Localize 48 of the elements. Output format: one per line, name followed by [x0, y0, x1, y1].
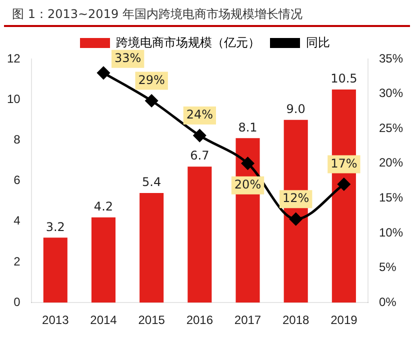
data-label: 20%: [234, 178, 262, 192]
point: [145, 94, 158, 108]
y-tick-label: 10: [6, 92, 21, 106]
point: [242, 157, 254, 170]
x-tick-label: 2014: [90, 313, 118, 328]
data-label: 24%: [186, 108, 213, 122]
data-label: 4.2: [94, 199, 114, 214]
x-tick-label: 2013: [42, 313, 70, 328]
y2-tick-label: 0%: [378, 294, 397, 309]
x-tick-label: 2017: [234, 313, 262, 328]
data-label: 29%: [138, 72, 165, 87]
x-tick-label: 2019: [330, 313, 358, 328]
x-tick-label: 2015: [138, 313, 166, 328]
y2-tick-label: 30%: [378, 86, 404, 100]
data-label: 12%: [282, 191, 310, 206]
y2-tick-label: 35%: [378, 51, 404, 66]
bar: [43, 238, 68, 303]
point: [193, 129, 206, 142]
data-label: 5.4: [142, 175, 162, 190]
data-label: 8.1: [238, 120, 258, 134]
x-tick-label: 2016: [186, 313, 214, 328]
data-label: 33%: [114, 51, 142, 66]
data-label: 6.7: [190, 148, 210, 163]
y2-tick-label: 20%: [378, 156, 404, 170]
x-tick-label: 2018: [282, 313, 310, 328]
bar: [140, 192, 164, 303]
point: [338, 178, 350, 191]
y-tick-label: 8: [14, 132, 21, 147]
y-tick-label: 2: [14, 254, 21, 268]
chart-title: 图 1：2013~2019 年国内跨境电商市场规模增长情况: [4, 0, 410, 27]
data-label: 17%: [330, 156, 358, 170]
y2-tick-label: 25%: [378, 120, 404, 135]
y-tick-label: 12: [6, 51, 21, 66]
y2-tick-label: 5%: [378, 260, 397, 274]
point: [97, 66, 110, 80]
legend-label: 同比: [306, 35, 330, 50]
data-label: 9.0: [286, 102, 306, 116]
data-label: 3.2: [46, 220, 65, 234]
bar: [91, 217, 116, 303]
y2-tick-label: 15%: [378, 190, 404, 205]
bar: [188, 166, 212, 303]
data-label: 10.5: [330, 72, 358, 86]
y-tick-label: 4: [14, 214, 21, 228]
point: [290, 212, 302, 226]
y2-tick-label: 10%: [378, 225, 404, 240]
legend-label: 跨境电商市场规模（亿元）: [116, 35, 260, 50]
y-tick-label: 6: [14, 173, 21, 188]
y-tick-label: 0: [14, 294, 21, 309]
